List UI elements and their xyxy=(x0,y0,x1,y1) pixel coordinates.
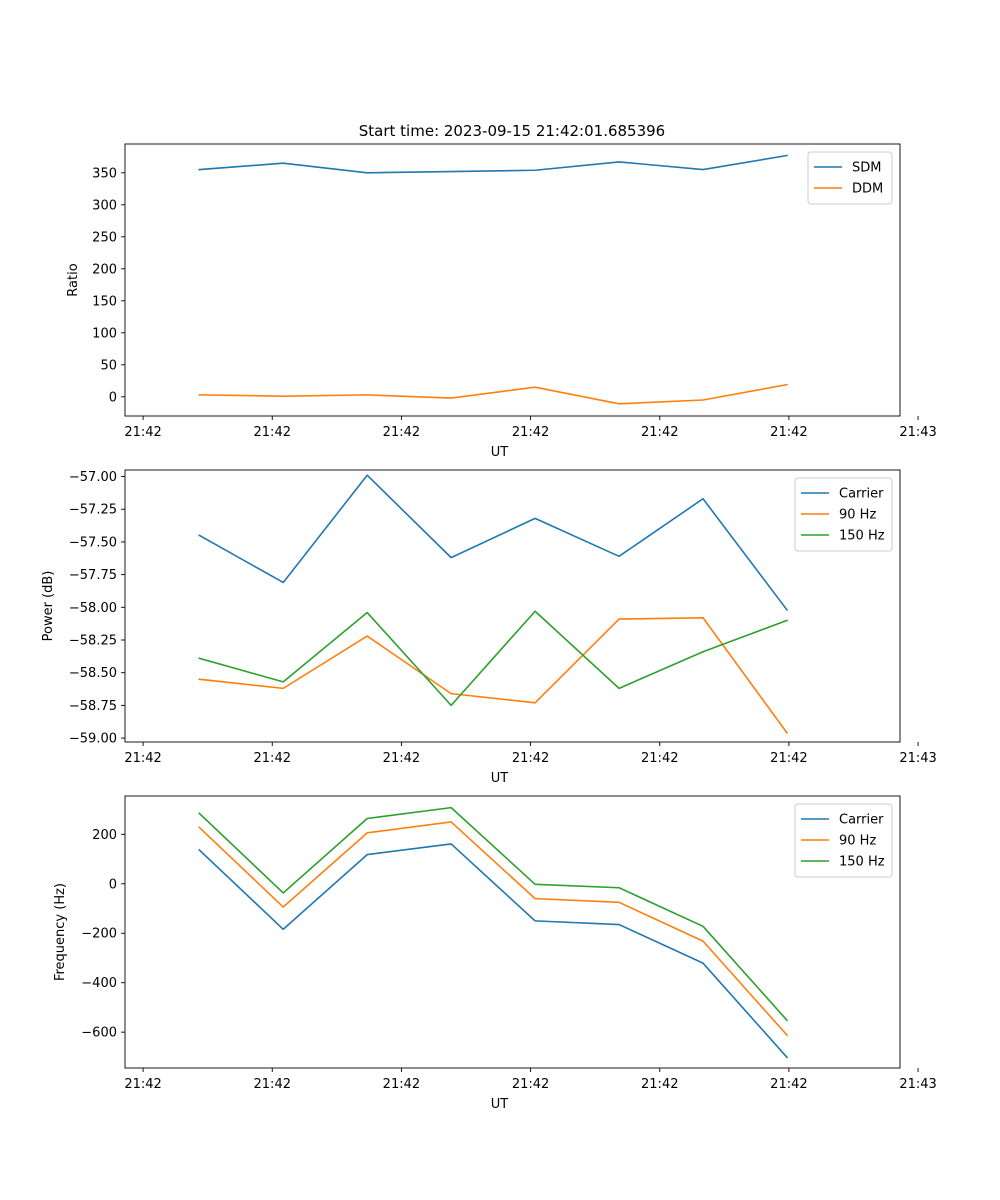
y-axis-ticks: 0 50 100 150 200 250 300 350 xyxy=(92,166,125,405)
series-line-150-hz xyxy=(198,610,789,707)
x-tick-label: 21:42 xyxy=(641,751,678,766)
y-tick-label: 150 xyxy=(92,294,117,309)
x-tick-label: 21:42 xyxy=(383,425,420,440)
x-tick-label: 21:42 xyxy=(512,1077,549,1092)
y-tick-label: −57.25 xyxy=(69,503,117,518)
legend: Carrier 90 Hz 150 Hz xyxy=(794,477,893,552)
y-tick-label: −57.00 xyxy=(69,470,117,485)
series-group xyxy=(198,806,789,1059)
y-axis-label: Power (dB) xyxy=(41,571,56,642)
x-tick-label: 21:42 xyxy=(770,751,807,766)
y-tick-label: −58.25 xyxy=(69,634,117,649)
y-axis-label: Frequency (Hz) xyxy=(53,883,68,981)
series-line-carrier xyxy=(198,474,789,612)
legend-box xyxy=(794,477,893,552)
legend-entry: DDM xyxy=(852,182,883,197)
legend-entry: Carrier xyxy=(839,487,884,502)
y-tick-label: 0 xyxy=(109,877,117,892)
legend-box xyxy=(794,803,893,878)
x-tick-label: 21:42 xyxy=(641,1077,678,1092)
x-tick-label: 21:42 xyxy=(383,751,420,766)
chart-panel-3: 21:42 21:42 21:42 21:42 21:42 21:42 21:43−600−… xyxy=(53,795,937,1112)
x-tick-label: 21:42 xyxy=(512,751,549,766)
legend-entry: 90 Hz xyxy=(839,834,876,849)
series-line-90-hz xyxy=(198,616,789,734)
y-tick-label: 0 xyxy=(109,390,117,405)
legend-entry: 90 Hz xyxy=(839,508,876,523)
series-line-90-hz xyxy=(198,821,789,1037)
y-tick-label: 350 xyxy=(92,166,117,181)
y-axis-ticks: −600 −400 −200 0 200 xyxy=(81,828,125,1041)
x-tick-label: 21:43 xyxy=(899,751,936,766)
series-line-carrier xyxy=(198,843,789,1059)
x-tick-label: 21:42 xyxy=(124,1077,161,1092)
charts: 21:42 21:42 21:42 21:42 21:42 21:42 21:43 0 50 10… xyxy=(41,143,937,1112)
x-tick-label: 21:43 xyxy=(899,425,936,440)
x-tick-label: 21:43 xyxy=(899,1077,936,1092)
axes-frame xyxy=(124,143,901,417)
x-axis-label: UT xyxy=(491,445,509,460)
x-tick-label: 21:42 xyxy=(770,1077,807,1092)
y-tick-label: −59.00 xyxy=(69,732,117,747)
y-tick-label: −600 xyxy=(81,1026,117,1041)
x-tick-label: 21:42 xyxy=(124,425,161,440)
series-line-sdm xyxy=(198,154,788,174)
x-axis-ticks: 21:42 21:42 21:42 21:42 21:42 21:42 21:43 xyxy=(124,416,937,440)
y-tick-label: 300 xyxy=(92,198,117,213)
x-tick-label: 21:42 xyxy=(770,425,807,440)
legend-box xyxy=(807,151,893,205)
chart-panel-2: 21:42 21:42 21:42 21:42 21:42 21:42 21:43 −59.0… xyxy=(41,469,937,786)
y-tick-label: −200 xyxy=(81,927,117,942)
y-tick-label: 200 xyxy=(92,262,117,277)
legend-entry: Carrier xyxy=(839,813,884,828)
legend-entry: 150 Hz xyxy=(839,855,885,870)
chart-panel-1: 21:42 21:42 21:42 21:42 21:42 21:42 21:43 0 50 10… xyxy=(66,143,937,460)
y-tick-label: 50 xyxy=(100,358,117,373)
x-axis-ticks: 21:42 21:42 21:42 21:42 21:42 21:42 21:43 xyxy=(124,1068,937,1092)
x-tick-label: 21:42 xyxy=(254,425,291,440)
series-line-ddm xyxy=(198,383,788,405)
axes-frame xyxy=(124,795,901,1069)
legend-entry: 150 Hz xyxy=(839,529,885,544)
y-tick-label: −58.75 xyxy=(69,699,117,714)
y-tick-label: −58.50 xyxy=(69,666,117,681)
y-axis-ticks: −59.00 −58.75 −58.50 −58.25 −58.00 −57.75 −57.… xyxy=(69,470,125,747)
y-tick-label: −57.50 xyxy=(69,535,117,550)
x-tick-label: 21:42 xyxy=(512,425,549,440)
legend: Carrier 90 Hz 150 Hz xyxy=(794,803,893,878)
y-tick-label: 100 xyxy=(92,326,117,341)
x-axis-label: UT xyxy=(491,771,509,786)
y-tick-label: 250 xyxy=(92,230,117,245)
y-tick-label: 200 xyxy=(92,828,117,843)
legend: SDM DDM xyxy=(807,151,893,205)
x-axis-label: UT xyxy=(491,1097,509,1112)
y-tick-label: −57.75 xyxy=(69,568,117,583)
legend-entry: SDM xyxy=(852,161,881,176)
x-axis-ticks: 21:42 21:42 21:42 21:42 21:42 21:42 21:43 xyxy=(124,742,937,766)
y-axis-label: Ratio xyxy=(66,263,81,296)
x-tick-label: 21:42 xyxy=(383,1077,420,1092)
figure-title: Start time: 2023-09-15 21:42:01.685396 xyxy=(359,122,665,140)
x-tick-label: 21:42 xyxy=(254,751,291,766)
y-tick-label: −58.00 xyxy=(69,601,117,616)
x-tick-label: 21:42 xyxy=(124,751,161,766)
x-tick-label: 21:42 xyxy=(254,1077,291,1092)
axes-frame xyxy=(124,469,901,743)
series-line-150-hz xyxy=(198,806,789,1022)
y-tick-label: −400 xyxy=(81,976,117,991)
x-tick-label: 21:42 xyxy=(641,425,678,440)
series-group xyxy=(198,474,789,734)
series-group xyxy=(198,154,788,405)
